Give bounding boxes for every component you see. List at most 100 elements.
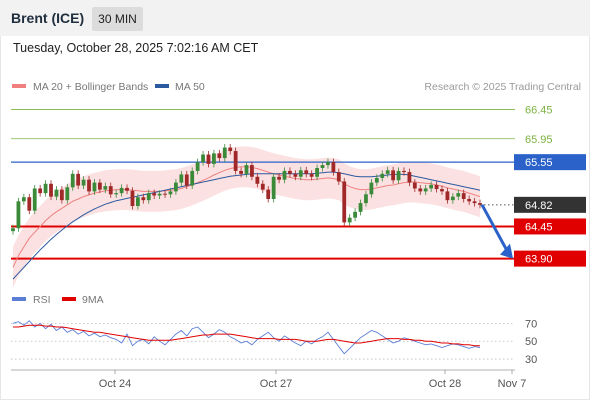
candle-body (163, 193, 167, 195)
x-tick-label: Oct 28 (429, 378, 461, 390)
level-label-box-65.55 (514, 154, 586, 171)
bollinger-band (13, 146, 480, 288)
candle-body (195, 162, 200, 171)
x-tick-label: Oct 27 (260, 378, 292, 390)
timeframe-badge[interactable]: 30 MIN (92, 7, 143, 31)
candle-body (320, 165, 325, 168)
last-price-box (514, 196, 586, 213)
ma20-legend-label: MA 20 + Bollinger Bands (33, 81, 148, 93)
candle-body (369, 182, 374, 195)
instrument-title: Brent (ICE) (11, 10, 85, 26)
candle-body (21, 197, 26, 202)
candle-body (347, 217, 352, 223)
candle-body (130, 190, 135, 206)
candle-body (87, 179, 91, 192)
ma20-legend-swatch (12, 84, 26, 88)
level-label-box-63.90 (514, 250, 586, 267)
candle-body (16, 201, 21, 229)
candle-body (304, 170, 309, 174)
chart-legend: MA 20 + Bollinger Bands MA 50 Research ©… (12, 81, 581, 93)
candle-body (456, 193, 461, 197)
candle-body (157, 193, 162, 196)
candle-body (412, 182, 417, 189)
candle-body (239, 170, 243, 174)
candle-body (309, 173, 314, 177)
candle-body (450, 196, 455, 201)
candle-body (293, 173, 298, 177)
rsi-panel: 70 50 30 (11, 318, 537, 366)
candle-body (146, 193, 151, 201)
candle-body (445, 191, 450, 201)
candle-body (271, 176, 276, 199)
candle-body (353, 211, 358, 218)
x-axis: Oct 24 Oct 27 Oct 28 Nov 7 (11, 369, 526, 390)
candle-body (201, 154, 205, 163)
candle-body (461, 193, 466, 199)
rsi-tick-30: 30 (525, 354, 537, 366)
candle-body (217, 153, 222, 159)
candle-body (233, 151, 238, 171)
level-label-box-64.45 (514, 218, 586, 235)
candle-body (358, 203, 363, 212)
candle-body (364, 194, 368, 204)
candle-body (97, 182, 102, 190)
candle-body (27, 197, 32, 211)
rsi-tick-70: 70 (525, 318, 537, 330)
candle-body (391, 170, 396, 181)
candle-body (374, 177, 379, 183)
candle-body (49, 183, 53, 197)
x-tick-label: Oct 24 (99, 378, 131, 390)
candle-body (152, 193, 157, 196)
copyright-text: Research © 2025 Trading Central (424, 81, 581, 93)
candle-body (114, 193, 119, 195)
candle-body (342, 181, 347, 223)
candle-body (76, 173, 81, 186)
rsi-tick-50: 50 (525, 336, 537, 348)
level-label-63.90: 63.90 (525, 254, 553, 266)
rsi-ma-legend-label: 9MA (82, 294, 104, 306)
candle-body (108, 186, 113, 195)
candle-body (288, 170, 292, 174)
level-label-65.55: 65.55 (525, 157, 553, 169)
candle-body (440, 189, 444, 192)
candle-body (70, 173, 75, 188)
candle-body (32, 188, 37, 211)
candle-body (206, 154, 211, 164)
candle-body (11, 228, 15, 232)
rsi-legend-label: RSI (33, 294, 51, 306)
candle-body (222, 147, 227, 159)
candle-body (423, 188, 428, 192)
candle-body (396, 170, 401, 181)
candle-body (59, 189, 64, 201)
candle-body (418, 188, 423, 192)
candle-body (125, 187, 129, 191)
candle-body (331, 162, 336, 173)
candle-body (135, 197, 140, 206)
bollinger-band-layer (13, 146, 480, 288)
level-label-65.95: 65.95 (525, 134, 553, 146)
forecast-arrow-shaft (480, 204, 509, 252)
candle-body (315, 168, 319, 177)
candle-body (92, 182, 97, 192)
candle-body (250, 165, 254, 177)
candle-body (81, 179, 86, 186)
candle-body (141, 197, 146, 201)
candle-body (429, 184, 434, 189)
annotation-layer: 64.82 (480, 196, 586, 259)
candle-body (38, 188, 43, 194)
candle-body (478, 203, 482, 205)
rsi-ma-line (13, 324, 480, 347)
candle-body (260, 183, 265, 190)
candle-body (103, 186, 108, 190)
candles-layer (11, 144, 482, 235)
candle-body (54, 189, 59, 197)
ma50-legend-swatch (155, 84, 169, 88)
candle-body (402, 170, 406, 173)
candle-body (472, 201, 477, 204)
candle-body (282, 170, 287, 180)
candle-body (65, 187, 70, 201)
timestamp-label: Tuesday, October 28, 2025 7:02:16 AM CET (13, 41, 259, 55)
candle-body (277, 176, 281, 180)
candle-body (212, 153, 216, 164)
